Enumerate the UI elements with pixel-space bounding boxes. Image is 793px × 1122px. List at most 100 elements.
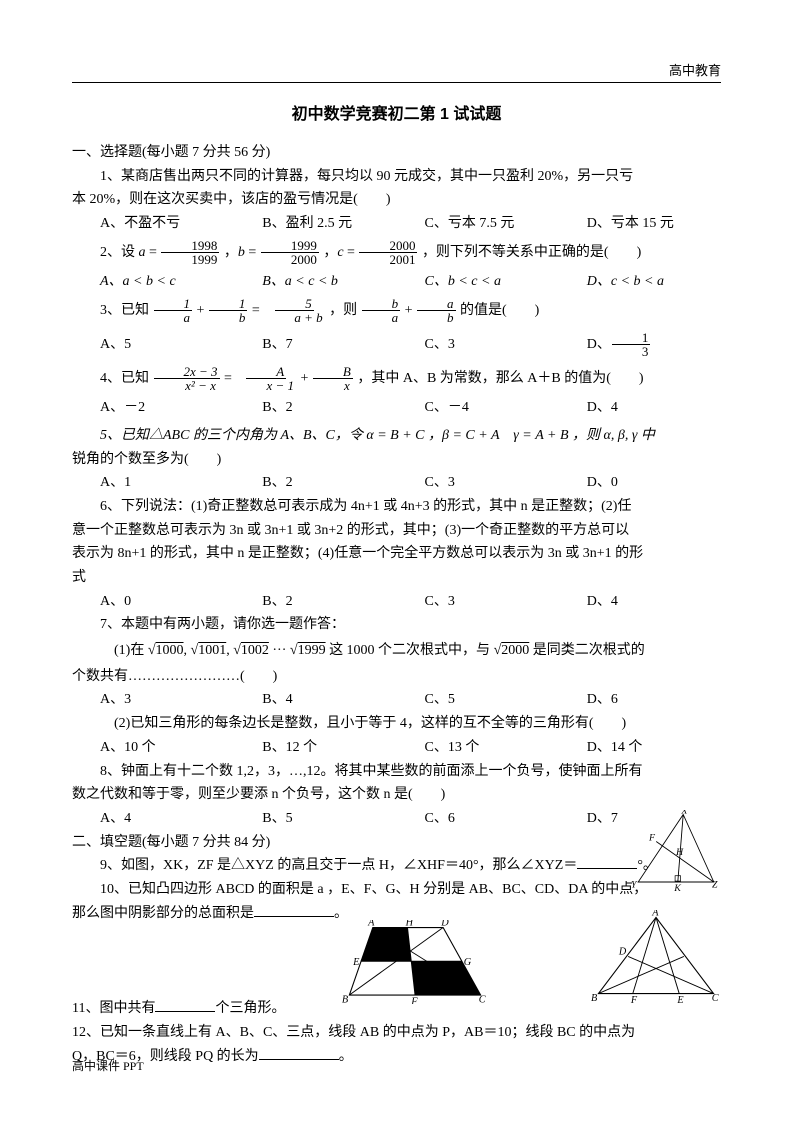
footer-text: 高中课件 PPT <box>72 1057 144 1074</box>
q4B-n: B <box>313 365 353 379</box>
q2-line: 2、设 a = 19981999 ，b = 19992000 ，c = 2000… <box>72 237 721 269</box>
q3-end: 的值是( ) <box>460 303 539 318</box>
q7-sub1: (1)在 √1000, √1001, √1002 ··· √1999 这 100… <box>72 640 721 662</box>
q12-line2: Q，BC＝6，则线段 PQ 的长为。 <box>72 1046 721 1068</box>
q10-end: 。 <box>334 906 348 921</box>
q2-opt-d: D、c < b < a <box>559 271 721 293</box>
q12-blank <box>259 1046 339 1060</box>
svg-text:D: D <box>618 947 627 958</box>
q72-opt-a: A、10 个 <box>72 737 234 759</box>
q2-options: A、a < b < c B、a < c < b C、b < c < a D、c … <box>72 271 721 293</box>
q3-opt-b: B、7 <box>234 329 396 361</box>
q7-options: A、3 B、4 C、5 D、6 <box>72 689 721 711</box>
q1-line2: 本 20%，则在这次买卖中，该店的盈亏情况是( ) <box>72 189 721 211</box>
q11-end: 个三角形。 <box>215 1001 285 1016</box>
f1b-n: 1 <box>209 297 248 311</box>
q4l-d: x² − x <box>155 379 218 392</box>
q6-opt-a: A、0 <box>72 591 234 613</box>
q6-opt-d: D、4 <box>559 591 721 613</box>
q2-opt-c: C、b < c < a <box>397 271 559 293</box>
q7-opt-a: A、3 <box>72 689 234 711</box>
q3-options: A、5 B、7 C、3 D、13 <box>72 329 721 361</box>
q2-opt-b: B、a < c < b <box>234 271 396 293</box>
section-2-heading: 二、填空题(每小题 7 分共 84 分) <box>72 832 721 854</box>
svg-text:A: A <box>651 910 659 919</box>
q5-line2: 锐角的个数至多为( ) <box>72 449 721 471</box>
q5-opt-a: A、1 <box>72 472 234 494</box>
q4-end: ，其中 A、B 为常数，那么 A＋B 的值为( ) <box>357 371 643 386</box>
svg-text:E: E <box>352 957 360 968</box>
q5-opt-d: D、0 <box>559 472 721 494</box>
svg-text:F: F <box>648 833 656 844</box>
q1-opt-b: B、盈利 2.5 元 <box>234 213 396 235</box>
q4-opt-a: A、－2 <box>72 397 234 419</box>
q7-opt-b: B、4 <box>234 689 396 711</box>
q72-opt-d: D、14 个 <box>559 737 721 759</box>
q7-line1: 7、本题中有两小题，请你选一题作答： <box>72 614 721 636</box>
frac-c-num: 2000 <box>359 239 417 253</box>
svg-text:B: B <box>591 993 598 1003</box>
q4A-d: x − 1 <box>236 379 296 392</box>
q6-options: A、0 B、2 C、3 D、4 <box>72 591 721 613</box>
svg-text:Z: Z <box>712 879 718 890</box>
frac-a-den: 1999 <box>161 253 219 266</box>
root-1000: 1000 <box>156 643 184 658</box>
q3-line: 3、已知 1a + 1b = 5a + b ，则 ba + ab 的值是( ) <box>72 295 721 327</box>
q12-end: 。 <box>339 1049 353 1064</box>
q11-blank <box>155 998 215 1012</box>
q2-pre: 2、设 <box>100 245 139 260</box>
svg-text:X: X <box>680 810 688 817</box>
q7-sub1-l2: 个数共有……………………( ) <box>72 666 721 688</box>
root-1002: 1002 <box>241 643 269 658</box>
q6-line3: 表示为 8n+1 的形式，其中 n 是正整数；(4)任意一个完全平方数总可以表示… <box>72 543 721 565</box>
q1-opt-a: A、不盈不亏 <box>72 213 234 235</box>
q6-line4: 式 <box>72 567 721 589</box>
f5-n: 5 <box>275 297 314 311</box>
svg-text:C: C <box>479 995 486 1005</box>
q3-opt-c: C、3 <box>397 329 559 361</box>
q4l-n: 2x − 3 <box>154 365 220 379</box>
q7-sub2: (2)已知三角形的每条边长是整数，且小于等于 4，这样的互不全等的三角形有( ) <box>72 713 721 735</box>
q5-opt-c: C、3 <box>397 472 559 494</box>
q8-line1: 8、钟面上有十二个数 1,2，3，…,12。将其中某些数的前面添上一个负号，使钟… <box>72 761 721 783</box>
header-rule <box>72 82 721 83</box>
q8-opt-c: C、6 <box>397 808 559 830</box>
f1b-d: b <box>209 311 248 324</box>
f1a-n: 1 <box>154 297 193 311</box>
q7s1-end: 是同类二次根式的 <box>533 643 645 658</box>
frac-b-den: 2000 <box>261 253 319 266</box>
q8-opt-b: B、5 <box>234 808 396 830</box>
q4B-d: x <box>314 379 352 392</box>
figure-triangle-xyz: X Y Z F H K <box>631 810 721 891</box>
section-1-heading: 一、选择题(每小题 7 分共 56 分) <box>72 142 721 164</box>
q7s1-pre: (1)在 <box>114 643 148 658</box>
svg-text:B: B <box>342 995 349 1005</box>
q1-opt-c: C、亏本 7.5 元 <box>397 213 559 235</box>
q3-pre: 3、已知 <box>100 303 153 318</box>
svg-text:F: F <box>630 995 638 1003</box>
root-2000: 2000 <box>501 643 529 658</box>
q6-line1: 6、下列说法：(1)奇正整数总可表示成为 4n+1 或 4n+3 的形式，其中 … <box>72 496 721 518</box>
q10-text: 那么图中阴影部分的总面积是 <box>72 906 254 921</box>
figure-trapezoid-abcd: AHD EG BFC <box>340 920 490 1004</box>
q3-opt-d: D、13 <box>559 329 721 361</box>
frac-a-num: 1998 <box>161 239 219 253</box>
svg-text:D: D <box>440 920 449 929</box>
q5-opt-b: B、2 <box>234 472 396 494</box>
doc-title: 初中数学竞赛初二第 1 试试题 <box>72 100 721 124</box>
svg-text:H: H <box>675 847 684 858</box>
q4A-n: A <box>246 365 286 379</box>
q4-opt-d: D、4 <box>559 397 721 419</box>
q4-options: A、－2 B、2 C、－4 D、4 <box>72 397 721 419</box>
svg-text:H: H <box>405 920 414 929</box>
q72-opt-c: C、13 个 <box>397 737 559 759</box>
q3-mid: ，则 <box>329 303 361 318</box>
q10-line1: 10、已知凸四边形 ABCD 的面积是 a ，E、F、G、H 分别是 AB、BC… <box>72 879 721 901</box>
frac-b-num: 1999 <box>261 239 319 253</box>
f1a-d: a <box>154 311 193 324</box>
svg-text:A: A <box>367 920 375 929</box>
q9-text: 9、如图，XK，ZF 是△XYZ 的高且交于一点 H，∠XHF＝40°，那么∠X… <box>100 858 577 873</box>
fab-d: b <box>417 311 456 324</box>
f5-d: a + b <box>264 311 324 324</box>
q2-mid: ，则下列不等关系中正确的是( ) <box>422 245 641 260</box>
